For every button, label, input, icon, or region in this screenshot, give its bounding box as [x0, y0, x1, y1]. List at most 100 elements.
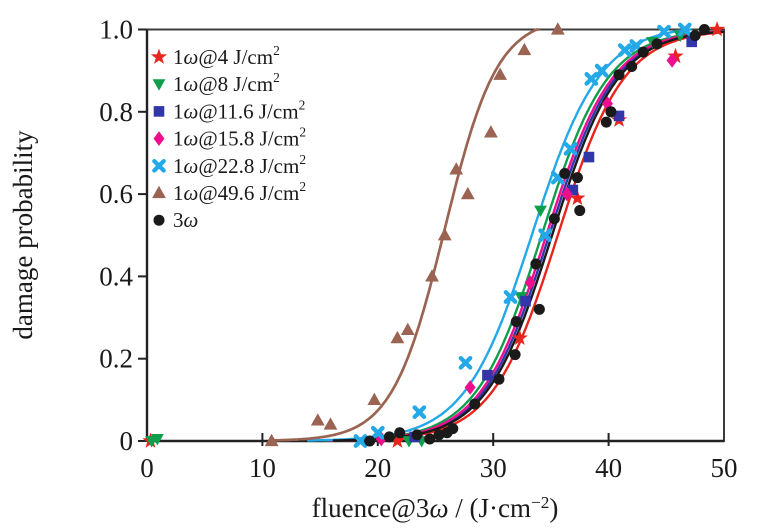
- circle-marker: [600, 116, 612, 128]
- circle-marker: [651, 38, 663, 50]
- x-marker: [458, 355, 473, 370]
- y-tick-label: 1.0: [99, 15, 133, 45]
- triangle-up-marker: [264, 433, 279, 447]
- series-3w-points: [364, 24, 710, 447]
- legend-item-label: 3ω: [173, 208, 198, 232]
- square-marker: [583, 151, 595, 163]
- diamond-marker: [524, 275, 536, 290]
- legend-item-1w-11.6: 1ω@11.6 J/cm2: [153, 97, 305, 123]
- legend-item-1w-49.6: 1ω@49.6 J/cm2: [152, 179, 306, 205]
- square-marker: [482, 369, 493, 381]
- triangle-down-icon: [152, 79, 166, 91]
- circle-marker: [559, 168, 571, 180]
- x-marker: [503, 290, 518, 304]
- triangle-up-marker: [437, 228, 452, 241]
- series-1w-15.8-points: [375, 53, 678, 447]
- legend-item-1w-4: 1ω@4 J/cm2: [150, 43, 280, 69]
- x-tick-label: 20: [364, 453, 391, 483]
- plot-frame: [145, 28, 725, 443]
- legend-item-label: 1ω@4 J/cm2: [173, 43, 280, 69]
- x-tick-label: 0: [140, 453, 154, 483]
- series-1w-11.6-curve: [329, 30, 725, 442]
- x-tick-label: 40: [595, 453, 622, 483]
- star-marker: [389, 432, 406, 448]
- triangle-up-marker: [367, 392, 382, 405]
- x-marker: [412, 405, 427, 420]
- series-1w-15.8-curve: [327, 30, 725, 442]
- y-tick-label: 0.4: [99, 261, 133, 291]
- circle-marker: [605, 106, 617, 118]
- x-tick-label: 30: [480, 453, 507, 483]
- triangle-up-marker: [152, 185, 166, 199]
- square-marker: [613, 110, 625, 122]
- square-marker: [153, 106, 165, 117]
- legend-item-3w: 3ω: [153, 208, 198, 232]
- series-1w-8-curve: [322, 30, 725, 442]
- circle-marker: [411, 429, 423, 441]
- triangle-up-marker: [449, 162, 464, 175]
- legend-item-label: 1ω@15.8 J/cm2: [173, 125, 306, 151]
- x-marker: [353, 434, 368, 448]
- star-marker: [569, 189, 586, 206]
- y-tick-label: 0.2: [99, 344, 133, 374]
- circle-marker: [394, 427, 406, 439]
- circle-marker: [689, 30, 701, 42]
- circle-icon: [153, 214, 165, 226]
- triangle-up-icon: [152, 185, 166, 199]
- star-marker: [709, 21, 726, 37]
- series-1w-22.8-points: [353, 22, 692, 448]
- x-marker: [370, 425, 385, 440]
- triangle-up-marker: [460, 186, 475, 200]
- x-marker: [538, 228, 552, 243]
- triangle-down-marker: [152, 79, 166, 91]
- star-icon: [150, 48, 168, 64]
- series-1w-49.6-curve: [268, 28, 540, 442]
- triangle-up-marker: [550, 22, 565, 35]
- triangle-up-marker: [483, 125, 498, 138]
- legend-item-label: 1ω@49.6 J/cm2: [173, 179, 306, 205]
- x-marker: [657, 24, 671, 39]
- y-tick-label: 0.6: [99, 179, 133, 209]
- circle-marker: [364, 435, 376, 447]
- circle-marker: [153, 214, 165, 226]
- y-tick-label: 0: [120, 426, 134, 456]
- x-marker: [563, 141, 578, 156]
- circle-marker: [510, 316, 522, 328]
- circle-marker: [493, 373, 505, 385]
- legend-item-label: 1ω@11.6 J/cm2: [173, 97, 305, 123]
- triangle-up-marker: [400, 322, 415, 335]
- series-1w-11.6-points: [409, 36, 697, 443]
- square-marker: [686, 36, 697, 48]
- circle-marker: [533, 303, 545, 315]
- circle-marker: [530, 258, 542, 270]
- square-marker: [520, 295, 531, 307]
- triangle-up-marker: [310, 413, 325, 426]
- diamond-marker: [666, 53, 678, 68]
- triangle-up-marker: [493, 67, 508, 80]
- x-marker: [152, 158, 166, 173]
- circle-marker: [698, 24, 710, 35]
- square-marker: [567, 184, 579, 196]
- x-tick-label: 10: [249, 453, 276, 483]
- circle-marker: [469, 398, 481, 410]
- y-tick-label: 0.8: [99, 97, 133, 127]
- circle-marker: [548, 213, 560, 225]
- triangle-up-marker: [323, 417, 338, 430]
- star-marker: [511, 329, 528, 345]
- legend-item-1w-8: 1ω@8 J/cm2: [152, 70, 280, 96]
- triangle-down-marker: [150, 434, 164, 446]
- x-icon: [152, 158, 166, 173]
- legend-item-1w-22.8: 1ω@22.8 J/cm2: [152, 152, 306, 178]
- triangle-down-marker: [534, 205, 547, 218]
- circle-marker: [571, 172, 583, 184]
- triangle-up-marker: [425, 269, 439, 282]
- circle-marker: [447, 423, 459, 435]
- series-1w-49.6-points: [264, 22, 565, 447]
- legend-item-label: 1ω@8 J/cm2: [173, 70, 280, 96]
- x-marker: [617, 43, 632, 57]
- diamond-marker: [153, 131, 165, 146]
- circle-marker: [626, 61, 638, 73]
